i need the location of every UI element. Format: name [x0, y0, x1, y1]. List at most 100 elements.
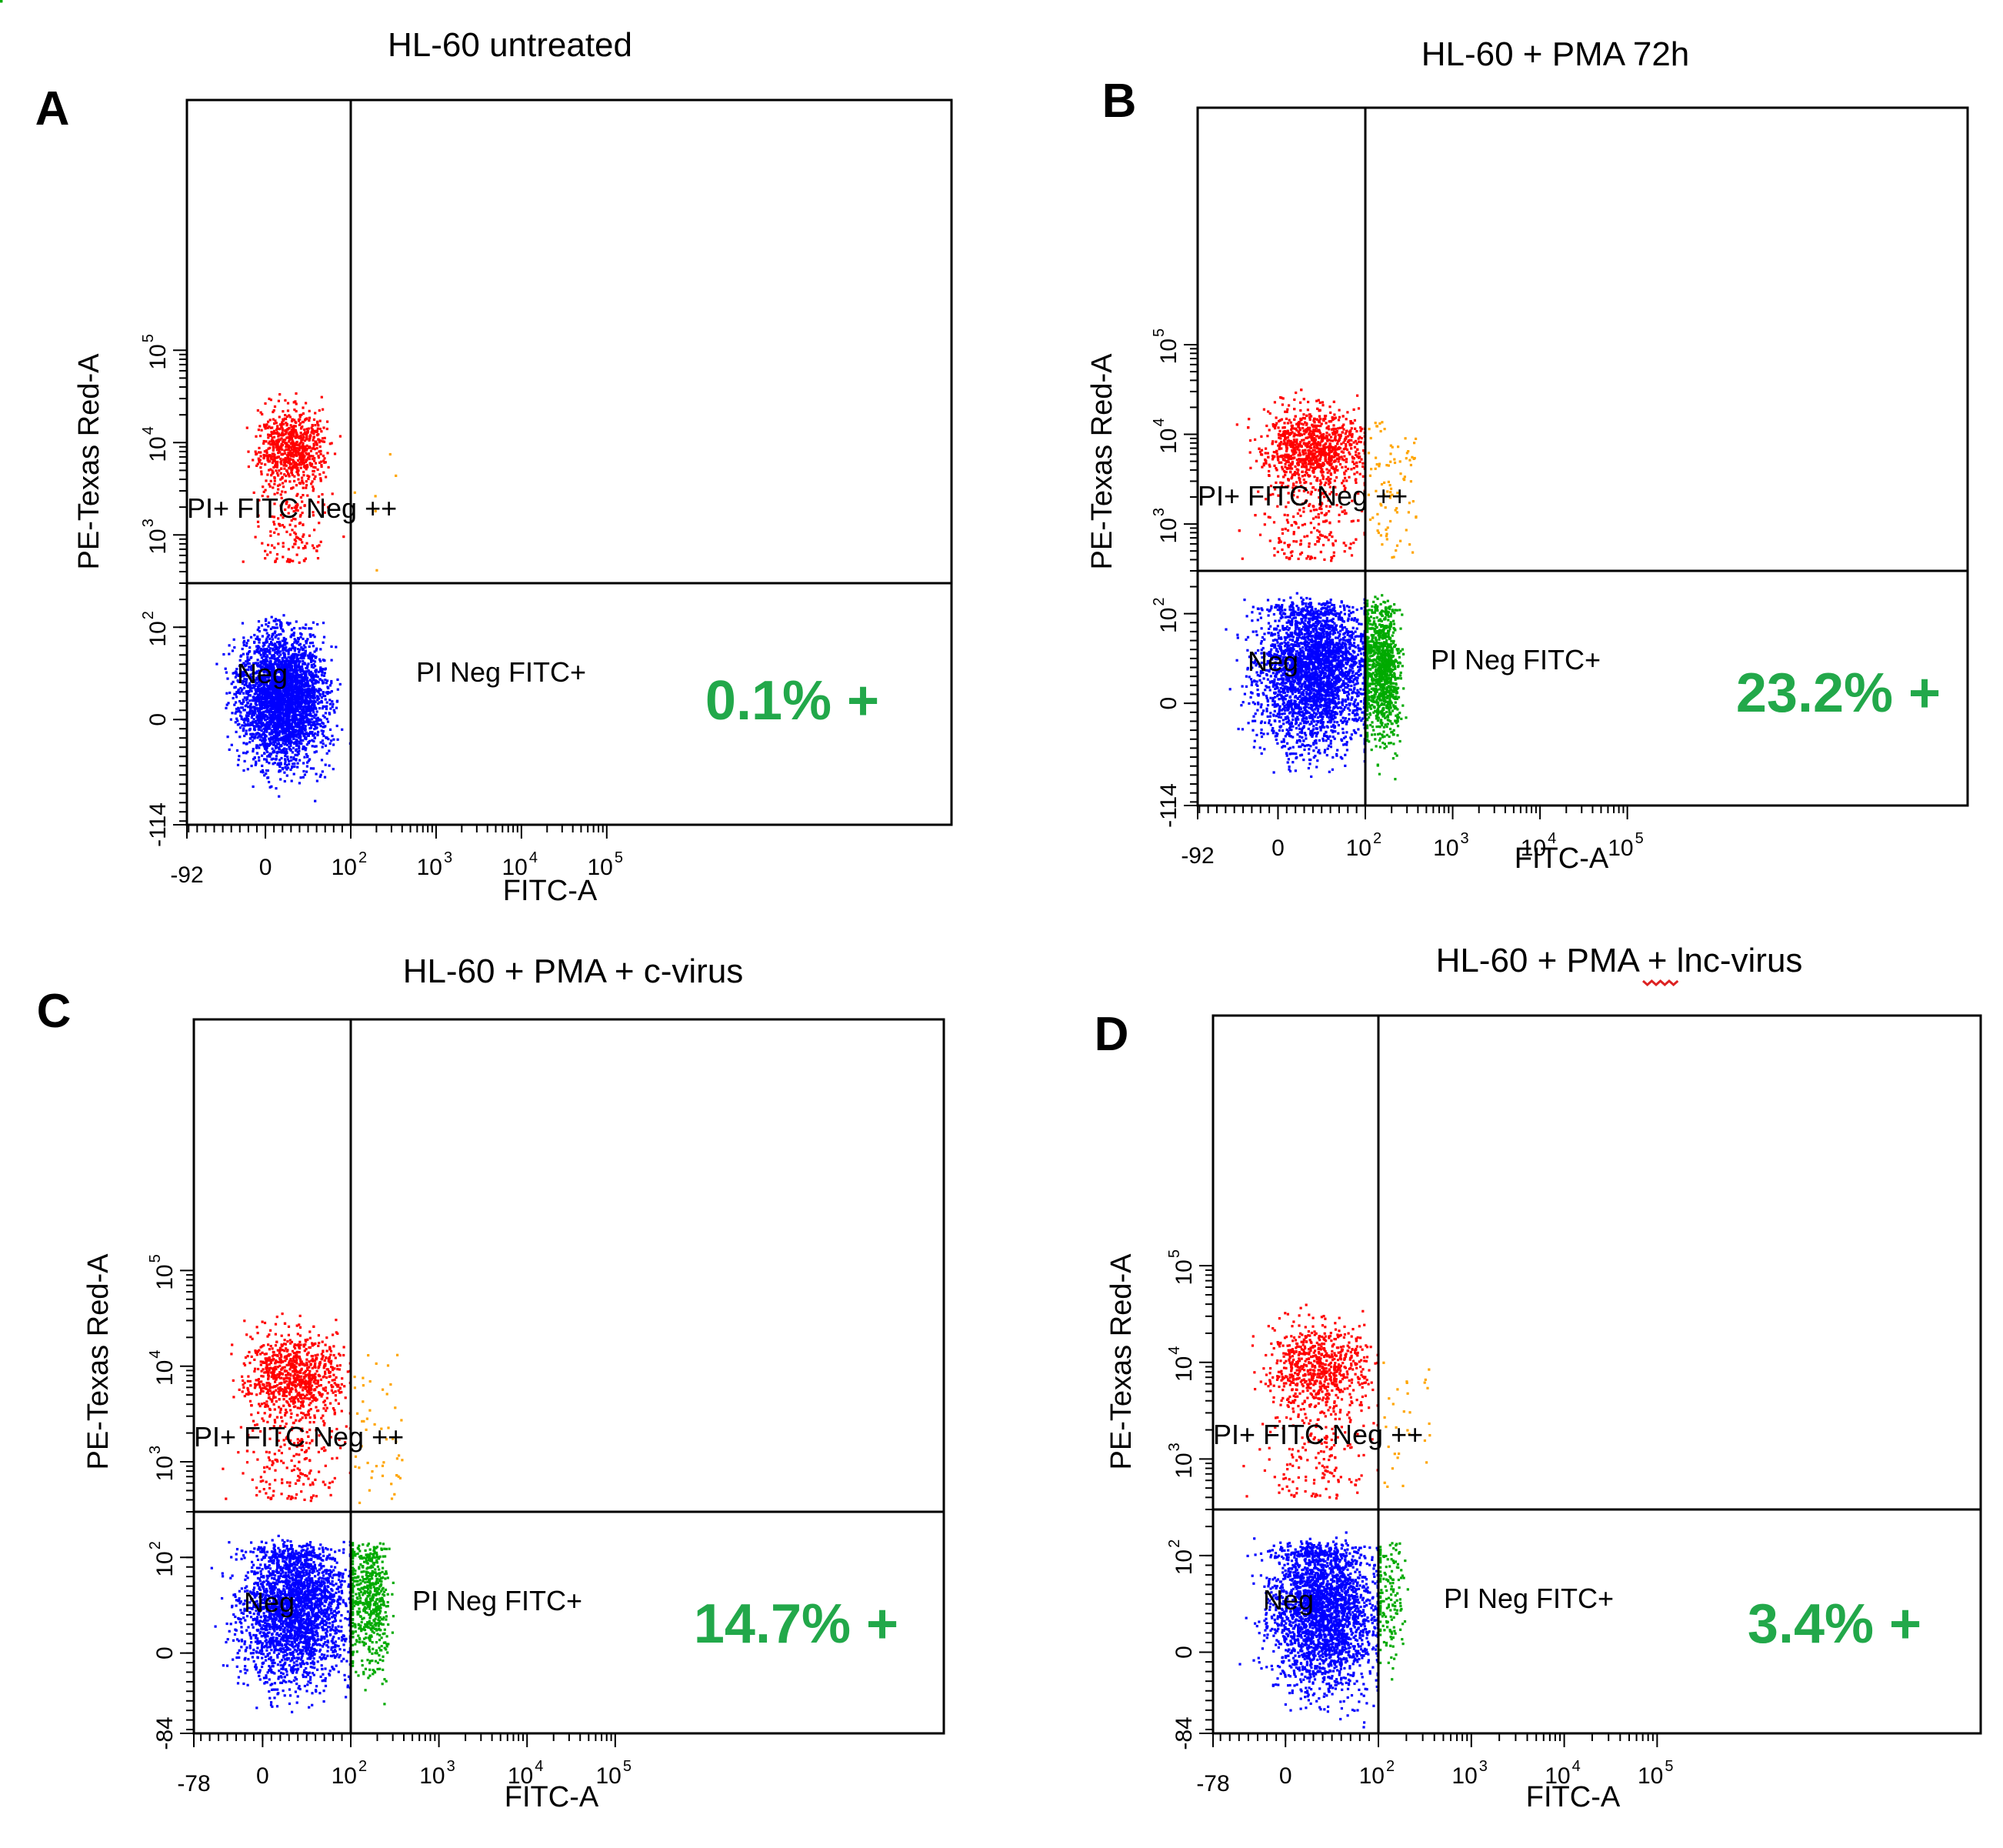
y-tick-label: 10 [1171, 1453, 1197, 1478]
gate-label-upper-left: PI+ FITC Neg ++ [1213, 1419, 1423, 1450]
x-axis-label: FITC-A [503, 875, 598, 907]
y-tick-label: 0 [1171, 1646, 1197, 1659]
fitc-positive-percent-label: 0.1% + [705, 670, 879, 732]
x-tick-exponent: 4 [529, 849, 538, 866]
y-tick-label-group: 102 [1166, 1539, 1197, 1576]
plot-frame [1211, 1014, 1982, 1735]
x-tick-label: 10 [502, 855, 528, 880]
y-tick-label: -114 [145, 802, 171, 847]
population-pi- [1242, 1303, 1379, 1500]
y-tick-exponent: 2 [147, 1541, 164, 1549]
y-tick-label-group: -84 [152, 1716, 178, 1750]
x-tick-label: 10 [417, 855, 442, 880]
y-tick-label-group: 0 [145, 713, 171, 726]
y-tick-label: -84 [1171, 1716, 1197, 1750]
x-tick-label: 0 [256, 1763, 269, 1789]
y-tick-exponent: 2 [1166, 1539, 1183, 1548]
x-tick-exponent: 2 [1373, 830, 1381, 847]
y-tick-exponent: 5 [1151, 329, 1168, 337]
x-tick-label: 0 [1271, 836, 1285, 861]
y-axis-label: PE-Texas Red-A [1105, 1253, 1138, 1470]
x-tick-label: -92 [1181, 843, 1214, 869]
panel-letter: C [37, 985, 72, 1038]
panel-letter: D [1095, 1008, 1129, 1061]
y-tick-exponent: 4 [1151, 418, 1168, 426]
gate-label-lower-left: Neg [237, 658, 288, 689]
y-tick-label: 0 [152, 1646, 178, 1660]
y-tick-label: 10 [145, 344, 171, 369]
x-tick-label: 10 [1521, 836, 1546, 861]
gate-label-upper-left: PI+ FITC Neg ++ [194, 1421, 404, 1453]
y-tick-label: 10 [1156, 608, 1181, 633]
population-pi-fitc- [353, 1353, 404, 1504]
panel-letter: B [1102, 75, 1137, 128]
y-tick-label-group: -114 [145, 802, 171, 847]
population-fitc- [1379, 1542, 1409, 1681]
gate-label-lower-right: PI Neg FITC+ [412, 1585, 582, 1616]
y-tick-label-group: 103 [1166, 1443, 1197, 1479]
y-tick-label: 10 [1156, 429, 1181, 454]
gate-label-lower-right: PI Neg FITC+ [1444, 1583, 1614, 1614]
x-tick-label: 0 [259, 855, 272, 880]
panel-c: -78 0 10 2 10 3 10 4 10 5-840102103104105FITC-APE… [37, 952, 945, 1813]
event-dots [1225, 389, 1418, 781]
gate-label-upper-left: PI+ FITC Neg ++ [1198, 480, 1408, 512]
panel-title: HL-60 + PMA + lnc-virus [1436, 942, 1803, 979]
population-pi- [242, 392, 345, 564]
y-tick-label-group: 103 [147, 1446, 178, 1482]
x-tick-label: 10 [508, 1763, 533, 1789]
x-axis-label: FITC-A [1515, 842, 1609, 875]
y-tick-label-group: 104 [140, 426, 171, 462]
x-tick-exponent: 5 [615, 849, 623, 866]
y-tick-label-group: 0 [1156, 697, 1181, 710]
gate-label-upper-left: PI+ FITC Neg ++ [187, 492, 397, 524]
x-tick-exponent: 3 [1479, 1758, 1488, 1775]
y-tick-exponent: 4 [147, 1350, 164, 1359]
gate-label-lower-right: PI Neg FITC+ [416, 656, 586, 688]
x-tick-label: 10 [1433, 836, 1458, 861]
x-tick-exponent: 5 [1665, 1758, 1673, 1775]
x-axis-ticks [1219, 1733, 1654, 1741]
x-axis-ticks [188, 825, 604, 832]
population-neg [215, 614, 352, 802]
population-neg [1225, 592, 1366, 779]
x-tick-label: 10 [1638, 1763, 1663, 1789]
event-dots [210, 1313, 404, 1713]
x-tick-exponent: 4 [1572, 1758, 1581, 1775]
population-pi-fitc- [353, 452, 398, 572]
fitc-positive-percent-label: 23.2% + [1736, 662, 1941, 724]
y-tick-exponent: 3 [1166, 1443, 1183, 1451]
fitc-positive-percent-label: 14.7% + [694, 1593, 898, 1655]
x-tick-label: -78 [177, 1771, 210, 1796]
x-tick-exponent: 4 [535, 1758, 543, 1775]
y-tick-label: 10 [1171, 1356, 1197, 1382]
population-pi- [1235, 389, 1366, 562]
population-pi-fitc- [1382, 1361, 1431, 1488]
x-tick-exponent: 3 [447, 1758, 455, 1775]
population-fitc- [352, 1542, 395, 1706]
y-tick-label-group: 104 [147, 1350, 178, 1386]
y-tick-label-group: 104 [1166, 1346, 1197, 1383]
y-tick-exponent: 2 [140, 611, 157, 619]
y-tick-label-group: -84 [1171, 1716, 1197, 1750]
population-fitc- [0, 0, 3, 3]
gate-label-lower-left: Neg [244, 1586, 295, 1618]
x-tick-label: 10 [595, 1763, 621, 1789]
x-axis-ticks [1198, 806, 1625, 813]
plot-frame [1196, 106, 1969, 807]
gate-label-lower-left: Neg [1248, 645, 1298, 677]
y-tick-label-group: -114 [1156, 783, 1181, 828]
population-pi-fitc- [1367, 421, 1418, 559]
y-tick-exponent: 3 [147, 1446, 164, 1454]
x-tick-label: -78 [1196, 1771, 1229, 1796]
y-tick-label-group: 102 [140, 611, 171, 647]
panel-b: -92 0 10 2 10 3 10 4 10 5-1140102103104105FITC-AP… [1086, 35, 1969, 875]
panel-title: HL-60 + PMA + c-virus [403, 952, 744, 990]
y-tick-label: 0 [145, 713, 171, 726]
y-tick-label: 10 [152, 1551, 178, 1576]
panel-title: HL-60 + PMA 72h [1421, 35, 1690, 73]
gate-label-lower-left: Neg [1263, 1584, 1314, 1616]
y-tick-exponent: 4 [1166, 1346, 1183, 1355]
fitc-positive-percent-label: 3.4% + [1748, 1593, 1921, 1655]
